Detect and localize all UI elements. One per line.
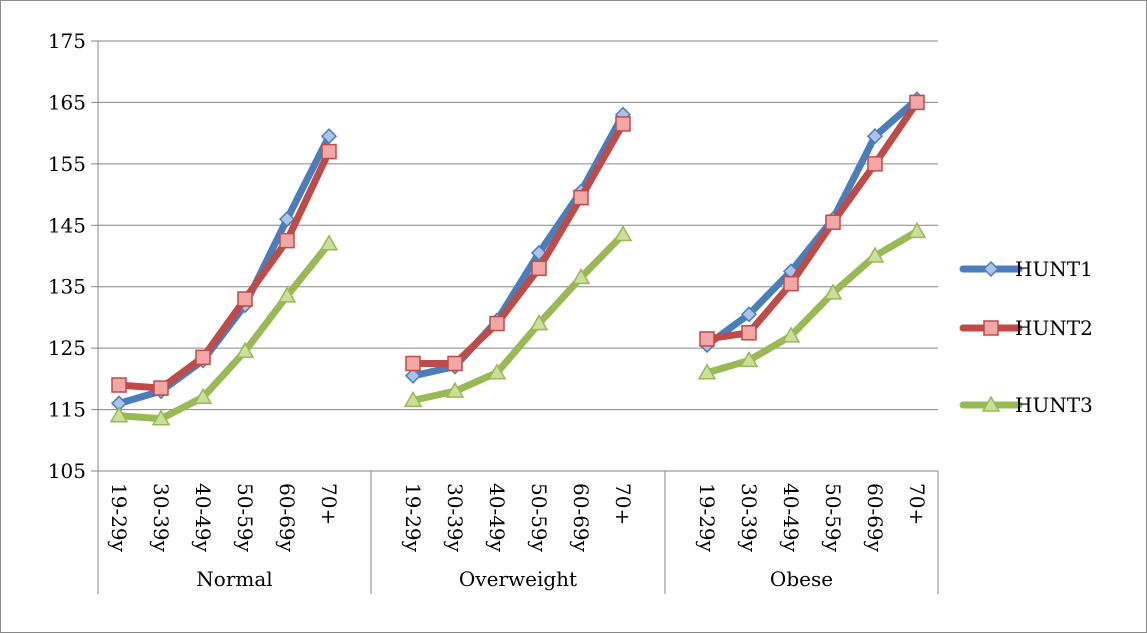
series-line xyxy=(409,231,627,404)
legend-label: HUNT2 xyxy=(1015,316,1093,340)
triangle-marker xyxy=(865,246,885,263)
square-marker xyxy=(615,116,631,132)
square-marker xyxy=(867,156,883,172)
legend-label: HUNT3 xyxy=(1015,393,1093,417)
legend-item: HUNT3 xyxy=(959,393,1093,417)
x-tick-label: 50-59y xyxy=(527,483,551,553)
y-tick-label: 115 xyxy=(48,398,86,422)
y-tick-label: 125 xyxy=(48,336,86,360)
x-tick-label: 40-49y xyxy=(779,483,803,553)
x-tick-label: 70+ xyxy=(611,483,635,525)
y-tick-label: 105 xyxy=(48,459,86,483)
triangle-marker xyxy=(739,350,759,368)
legend-item: HUNT1 xyxy=(959,257,1093,281)
triangle-marker xyxy=(613,224,633,242)
x-tick-label: 50-59y xyxy=(233,483,257,553)
triangle-marker xyxy=(193,387,213,405)
square-marker xyxy=(237,291,253,307)
square-marker xyxy=(531,260,547,277)
x-tick-label: 19-29y xyxy=(695,483,719,553)
x-tick-label: 19-29y xyxy=(107,483,131,553)
series-hunt3 xyxy=(109,221,927,426)
triangle-marker xyxy=(445,381,465,398)
triangle-marker xyxy=(109,406,129,423)
square-marker xyxy=(699,331,715,347)
series-line xyxy=(703,227,921,377)
square-marker xyxy=(111,377,127,393)
series-hunt2 xyxy=(111,94,925,396)
y-tick-label: 155 xyxy=(48,152,86,176)
group-label: Normal xyxy=(196,567,272,591)
series-line xyxy=(115,240,333,423)
x-tick-label: 30-39y xyxy=(737,483,761,553)
triangle-marker xyxy=(981,395,1001,412)
legend-item: HUNT2 xyxy=(959,316,1093,340)
triangle-marker xyxy=(529,314,549,331)
group-label: Overweight xyxy=(459,567,577,591)
x-axis-ticks: 19-29y 30-39y 40-49y 50-59y 60-69y 70+ Normal 1… xyxy=(107,483,929,591)
triangle-marker xyxy=(235,341,255,358)
group-label: Obese xyxy=(770,567,833,591)
series-line xyxy=(115,148,333,392)
square-marker xyxy=(405,355,421,372)
x-tick-label: 60-69y xyxy=(863,483,887,553)
square-marker xyxy=(321,143,337,160)
legend-label: HUNT1 xyxy=(1015,257,1093,281)
triangle-marker xyxy=(781,326,801,343)
x-tick-label: 50-59y xyxy=(821,483,845,553)
square-marker xyxy=(195,349,211,366)
y-axis-ticks: 105 115 125 135 145 155 165 175 xyxy=(48,29,86,483)
series-line xyxy=(115,132,333,407)
triangle-marker xyxy=(319,234,339,251)
series-line xyxy=(409,120,627,367)
square-marker xyxy=(983,320,999,336)
diamond-marker xyxy=(740,306,758,323)
square-marker xyxy=(573,189,589,206)
x-tick-label: 70+ xyxy=(905,483,929,525)
square-marker xyxy=(279,232,295,249)
triangle-marker xyxy=(151,409,171,426)
series-line xyxy=(703,98,921,343)
square-marker xyxy=(909,94,925,111)
y-tick-label: 165 xyxy=(48,90,86,114)
x-tick-label: 19-29y xyxy=(401,483,425,553)
series xyxy=(109,91,927,426)
series-line xyxy=(703,95,921,349)
square-marker xyxy=(153,380,169,396)
square-marker xyxy=(741,325,757,341)
triangle-marker xyxy=(487,363,507,380)
y-tick-label: 135 xyxy=(48,275,86,299)
diamond-marker xyxy=(278,211,296,228)
x-tick-label: 70+ xyxy=(317,483,341,525)
y-tick-label: 145 xyxy=(48,213,86,237)
triangle-marker xyxy=(571,267,591,285)
square-marker xyxy=(825,214,841,230)
diamond-marker xyxy=(866,128,884,145)
triangle-marker xyxy=(277,286,297,303)
x-tick-label: 40-49y xyxy=(485,483,509,553)
series-line xyxy=(409,111,627,380)
x-tick-label: 30-39y xyxy=(443,483,467,553)
x-tick-label: 30-39y xyxy=(149,483,173,553)
diamond-marker xyxy=(982,260,1000,278)
x-tick-label: 60-69y xyxy=(275,483,299,553)
square-marker xyxy=(447,355,463,372)
legend: HUNT1 HUNT2 HUNT3 xyxy=(959,257,1093,417)
axes xyxy=(91,40,939,594)
triangle-marker xyxy=(823,283,843,300)
diamond-marker xyxy=(404,367,422,384)
x-tick-label: 40-49y xyxy=(191,483,215,553)
x-tick-label: 60-69y xyxy=(569,483,593,553)
diamond-marker xyxy=(320,128,338,145)
triangle-marker xyxy=(907,221,927,239)
y-tick-label: 175 xyxy=(48,29,86,53)
square-marker xyxy=(783,275,799,292)
square-marker xyxy=(489,315,505,332)
triangle-marker xyxy=(403,390,423,408)
triangle-marker xyxy=(697,363,717,380)
